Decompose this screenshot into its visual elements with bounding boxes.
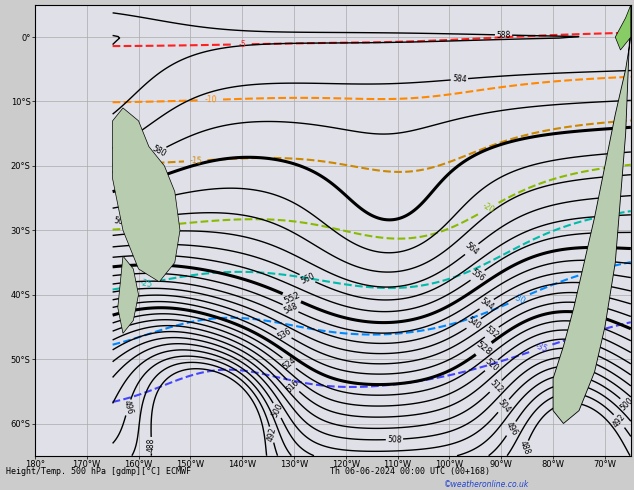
Text: 548: 548 [282, 301, 299, 316]
Text: 492: 492 [611, 413, 627, 430]
Text: -30: -30 [512, 292, 527, 306]
Text: ©weatheronline.co.uk: ©weatheronline.co.uk [444, 480, 529, 489]
Text: 520: 520 [483, 357, 500, 373]
Text: 488: 488 [147, 438, 156, 452]
Text: 580: 580 [150, 144, 167, 159]
Text: 560: 560 [299, 271, 316, 286]
Text: 488: 488 [518, 440, 532, 457]
Text: 588: 588 [496, 30, 511, 40]
Text: 584: 584 [452, 74, 467, 84]
Text: 540: 540 [465, 316, 482, 331]
Text: 500: 500 [618, 396, 634, 413]
Text: 576: 576 [146, 171, 165, 185]
Text: 532: 532 [483, 324, 500, 340]
Text: 512: 512 [488, 378, 504, 394]
Polygon shape [118, 256, 138, 333]
Text: Height/Temp. 500 hPa [gdmp][°C] ECMWF: Height/Temp. 500 hPa [gdmp][°C] ECMWF [6, 467, 191, 476]
Text: 564: 564 [463, 241, 480, 257]
Text: 544: 544 [478, 296, 495, 312]
Text: -35: -35 [534, 342, 548, 354]
Text: 496: 496 [503, 420, 519, 437]
Text: -15: -15 [190, 156, 202, 166]
Text: 504: 504 [495, 397, 512, 415]
Text: 516: 516 [285, 377, 301, 394]
Text: 552: 552 [282, 290, 302, 305]
Text: -25: -25 [139, 278, 153, 289]
Text: 500: 500 [270, 402, 285, 419]
Polygon shape [615, 5, 631, 50]
Text: -5: -5 [238, 40, 247, 49]
Text: 528: 528 [474, 340, 493, 358]
Text: 556: 556 [469, 268, 486, 283]
Text: 572: 572 [143, 194, 160, 206]
Text: 524: 524 [281, 355, 298, 371]
Polygon shape [113, 108, 180, 282]
Text: Th 06-06-2024 00:00 UTC (00+168): Th 06-06-2024 00:00 UTC (00+168) [330, 467, 489, 476]
Text: -20: -20 [481, 201, 496, 216]
Text: 508: 508 [387, 435, 402, 444]
Text: -10: -10 [205, 95, 217, 104]
Polygon shape [553, 5, 631, 423]
Text: 492: 492 [266, 426, 278, 442]
Text: 496: 496 [122, 399, 134, 416]
Text: 536: 536 [275, 326, 293, 341]
Text: 568: 568 [113, 216, 128, 227]
